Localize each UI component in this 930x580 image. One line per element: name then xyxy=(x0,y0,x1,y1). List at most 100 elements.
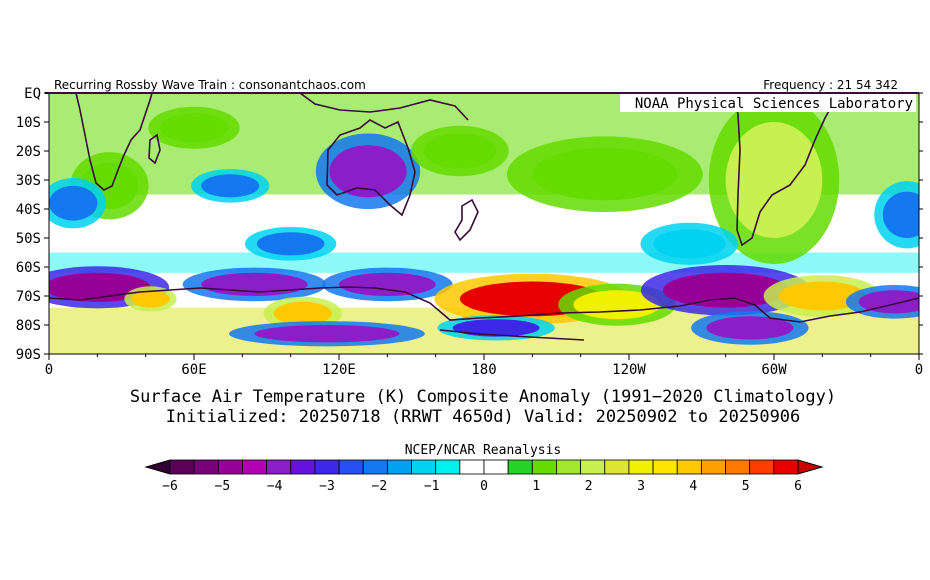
x-tick-label: 0 xyxy=(45,362,53,378)
colorbar-tick-label: −3 xyxy=(319,479,335,494)
header-left-text: Recurring Rossby Wave Train : consonantc… xyxy=(54,78,366,92)
anomaly-core-10 xyxy=(778,281,866,311)
colorbar-swatch xyxy=(749,459,775,475)
colorbar-max-arrow xyxy=(797,459,824,475)
y-tick-label: EQ xyxy=(24,86,41,102)
chart-title-line2: Initialized: 20250718 (RRWT 4650d) Valid… xyxy=(166,407,801,427)
colorbar-swatch xyxy=(652,459,678,475)
y-tick-label: 70S xyxy=(16,289,41,305)
coastline-africa xyxy=(75,93,153,191)
y-tick-label: 80S xyxy=(16,318,41,334)
colorbar-swatch xyxy=(193,459,219,475)
colorbar-tick-label: 5 xyxy=(742,479,750,494)
colorbar-swatch xyxy=(266,459,292,475)
colorbar-swatch xyxy=(338,459,364,475)
coastline-south-america xyxy=(734,93,841,247)
chart-title-line1: Surface Air Temperature (K) Composite An… xyxy=(130,387,836,407)
colorbar-swatch xyxy=(483,459,509,475)
anomaly-core-20 xyxy=(423,133,497,169)
coastline-indonesia xyxy=(299,93,469,121)
colorbar-tick-label: −1 xyxy=(424,479,440,494)
anomaly-core-22 xyxy=(653,229,726,259)
colorbar-swatch xyxy=(169,459,195,475)
anomaly-core-2 xyxy=(339,272,436,296)
colorbar-swatch xyxy=(507,459,533,475)
coastline-ross-ice xyxy=(439,329,585,341)
x-tick-label: 0 xyxy=(915,362,923,378)
x-tick-label: 120W xyxy=(612,362,646,378)
y-axis: EQ 10S 20S 30S 40S 50S 60S 70S 80S 90S xyxy=(16,86,923,363)
header-right-text: Frequency : 21 54 342 xyxy=(763,78,898,92)
anomaly-core-8 xyxy=(662,272,789,308)
y-tick-label: 90S xyxy=(16,347,41,363)
source-label: NCEP/NCAR Reanalysis xyxy=(405,443,562,458)
lab-label: NOAA Physical Sciences Laboratory xyxy=(635,96,913,112)
x-tick-label: 180 xyxy=(471,362,496,378)
colorbar-tick-label: −6 xyxy=(162,479,178,494)
colorbar-tick-label: 4 xyxy=(689,479,697,494)
anomaly-core-19 xyxy=(532,148,678,201)
colorbar-swatch xyxy=(362,459,388,475)
colorbar-swatch xyxy=(604,459,630,475)
colorbar-swatch xyxy=(773,459,799,475)
anomaly-core-21 xyxy=(160,113,228,143)
anomaly-core-5 xyxy=(254,325,400,343)
anomaly-core-17 xyxy=(49,185,98,221)
y-tick-label: 40S xyxy=(16,202,41,218)
anomaly-core-18 xyxy=(725,122,823,238)
colorbar-tick-label: −2 xyxy=(372,479,388,494)
coastlines xyxy=(49,93,919,341)
colorbar-swatch xyxy=(580,459,606,475)
colorbar-tick-label: 0 xyxy=(480,479,488,494)
anomaly-core-14 xyxy=(201,174,260,198)
colorbar-swatch xyxy=(386,459,412,475)
colorbar-swatch xyxy=(217,459,243,475)
y-tick-label: 20S xyxy=(16,144,41,160)
coastline-madagascar xyxy=(148,133,161,165)
colorbar-swatch xyxy=(628,459,654,475)
anomaly-core-4 xyxy=(131,290,170,308)
y-tick-label: 50S xyxy=(16,231,41,247)
colorbar-swatch xyxy=(531,459,557,475)
coastline-new-zealand xyxy=(454,198,479,242)
colorbar-tick-label: 1 xyxy=(532,479,540,494)
colorbar-swatch xyxy=(725,459,751,475)
colorbar-tick-label: 6 xyxy=(794,479,802,494)
colorbar-min-arrow xyxy=(144,459,171,475)
map-plot xyxy=(45,92,920,355)
colorbar-swatch xyxy=(700,459,726,475)
anomaly-core-11 xyxy=(858,290,919,314)
anomaly-core-23 xyxy=(882,191,919,238)
lab-label-bg xyxy=(620,94,916,112)
y-tick-label: 60S xyxy=(16,260,41,276)
anomaly-core-13 xyxy=(329,145,407,198)
colorbar-swatch xyxy=(242,459,268,475)
anomaly-core-9 xyxy=(706,316,794,340)
y-tick-label: 10S xyxy=(16,115,41,131)
x-tick-label: 120E xyxy=(322,362,356,378)
coastline-australia xyxy=(326,119,416,217)
coastline-antarctica xyxy=(49,286,919,323)
colorbar-swatch xyxy=(556,459,582,475)
x-tick-label: 60W xyxy=(761,362,787,378)
colorbar-swatch xyxy=(459,459,485,475)
colorbar-swatch xyxy=(290,459,316,475)
y-tick-label: 30S xyxy=(16,173,41,189)
anomaly-core-15 xyxy=(256,232,325,256)
x-tick-label: 60E xyxy=(181,362,206,378)
colorbar-tick-label: −4 xyxy=(267,479,283,494)
colorbar-swatch xyxy=(314,459,340,475)
anomaly-core-1 xyxy=(201,272,308,296)
colorbar-tick-label: 2 xyxy=(585,479,593,494)
colorbar: −6 −5 −4 −3 −2 −1 0 1 2 3 4 5 6 xyxy=(144,459,824,494)
colorbar-tick-label: 3 xyxy=(637,479,645,494)
x-axis: 0 60E 120E 180 120W 60W 0 xyxy=(45,354,923,378)
anomaly-field xyxy=(49,93,919,354)
colorbar-swatch xyxy=(676,459,702,475)
colorbar-swatch xyxy=(435,459,461,475)
colorbar-tick-label: −5 xyxy=(215,479,231,494)
anomaly-core-3 xyxy=(273,301,332,325)
colorbar-swatch xyxy=(411,459,437,475)
anomaly-core-12 xyxy=(452,319,540,337)
